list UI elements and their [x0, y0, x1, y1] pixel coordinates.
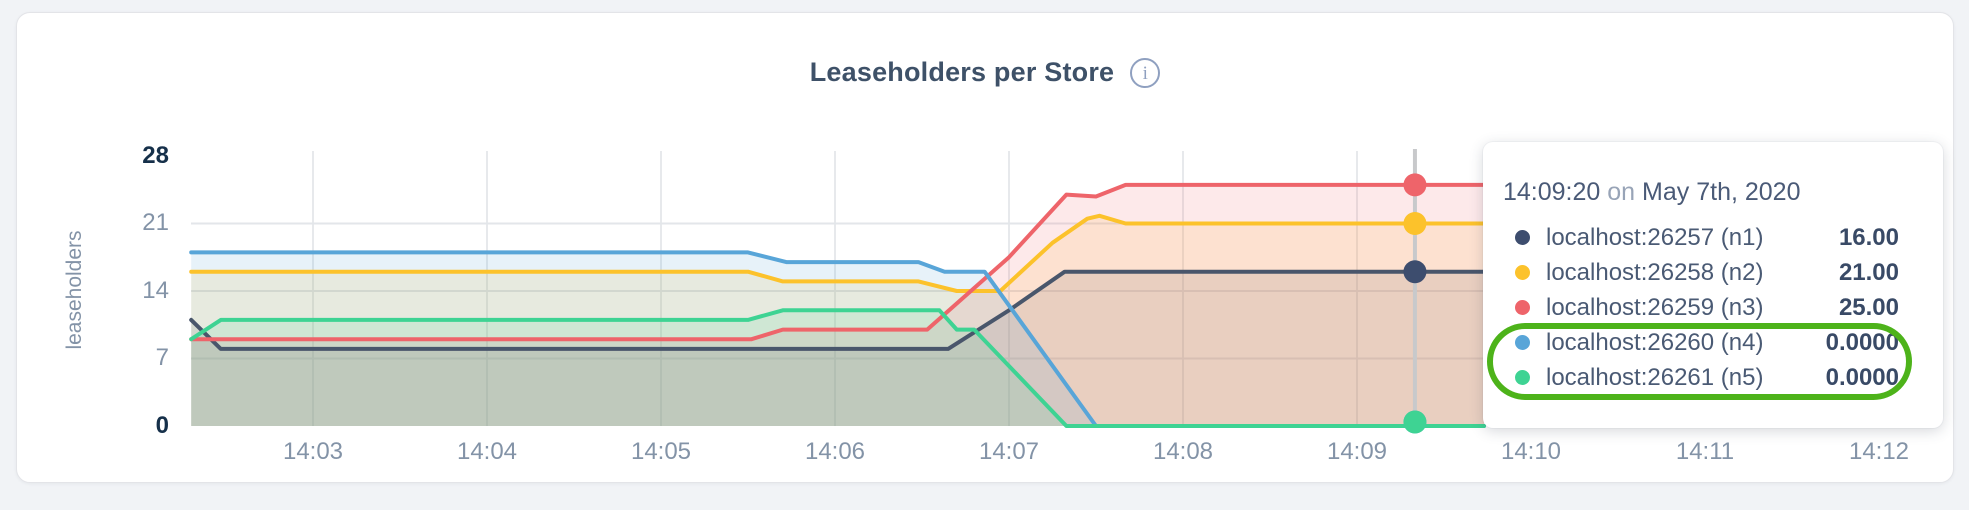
x-tick-label: 14:10 — [1500, 438, 1562, 465]
tooltip-row: localhost:26260 (n4) 0.0000 — [1503, 325, 1899, 360]
hover-dot — [1403, 260, 1427, 284]
series-line — [189, 250, 1486, 428]
series-value: 25.00 — [1838, 293, 1899, 321]
series-dot-icon — [1515, 300, 1530, 315]
series-area — [191, 271, 1485, 426]
series-label: localhost:26257 (n1) — [1546, 223, 1764, 251]
series-label: localhost:26259 (n3) — [1546, 293, 1764, 321]
tooltip-row: localhost:26258 (n2) 21.00 — [1503, 255, 1899, 290]
series-dot-icon — [1515, 265, 1530, 280]
hover-dot — [1403, 173, 1427, 197]
hover-tooltip: 14:09:20 on May 7th, 2020 localhost:2625… — [1483, 142, 1943, 428]
chart-title: Leaseholders per Store — [809, 57, 1115, 87]
tooltip-time: 14:09:20 — [1503, 178, 1601, 206]
tooltip-rows: localhost:26257 (n1) 16.00 localhost:26258… — [1503, 220, 1899, 395]
info-icon[interactable]: i — [1130, 57, 1161, 88]
tooltip-row: localhost:26259 (n3) 25.00 — [1503, 290, 1899, 325]
series-line — [189, 269, 1486, 351]
series-dot-icon — [1515, 370, 1530, 385]
tooltip-row: localhost:26257 (n1) 16.00 — [1503, 220, 1899, 255]
x-tick-label: 14:05 — [630, 438, 692, 465]
y-tick-label: 7 — [155, 344, 169, 372]
x-tick-label: 14:08 — [1152, 438, 1214, 465]
x-tick-label: 14:09 — [1326, 438, 1388, 465]
chart-canvas[interactable] — [17, 13, 1969, 510]
series-label: localhost:26258 (n2) — [1546, 258, 1764, 286]
y-tick-label: 14 — [142, 276, 169, 304]
tooltip-date: May 7th, 2020 — [1642, 178, 1801, 206]
series-line — [189, 182, 1486, 342]
tooltip-header: 14:09:20 on May 7th, 2020 — [1503, 174, 1899, 210]
series-dot-icon — [1515, 230, 1530, 245]
x-tick-label: 14:11 — [1675, 438, 1735, 465]
series-area — [191, 184, 1485, 426]
series-label: localhost:26260 (n4) — [1546, 328, 1764, 356]
tooltip-on-word: on — [1607, 178, 1636, 206]
x-tick-label: 14:06 — [804, 438, 866, 465]
chart-card: Leaseholders per Store i leaseholders 28… — [16, 12, 1954, 483]
series-dot-icon — [1515, 335, 1530, 350]
series-area — [191, 215, 1485, 426]
series-line — [189, 308, 1486, 428]
y-tick-label: 0 — [155, 412, 169, 439]
hover-dot — [1403, 410, 1427, 434]
series-value: 0.0000 — [1825, 363, 1899, 391]
x-tick-label: 14:07 — [978, 438, 1040, 465]
tooltip-row: localhost:26261 (n5) 0.0000 — [1503, 360, 1899, 395]
y-tick-label: 21 — [142, 209, 169, 237]
series-value: 21.00 — [1838, 258, 1899, 286]
x-tick-label: 14:12 — [1848, 438, 1910, 465]
series-area — [191, 252, 1485, 426]
x-tick-label: 14:04 — [456, 438, 518, 465]
hover-dot — [1403, 211, 1427, 235]
x-tick-label: 14:03 — [282, 438, 344, 465]
series-label: localhost:26261 (n5) — [1546, 363, 1764, 391]
y-tick-label: 28 — [142, 141, 169, 169]
series-value: 0.0000 — [1825, 328, 1899, 356]
chart-header: Leaseholders per Store i — [17, 57, 1953, 88]
series-value: 16.00 — [1838, 223, 1899, 251]
